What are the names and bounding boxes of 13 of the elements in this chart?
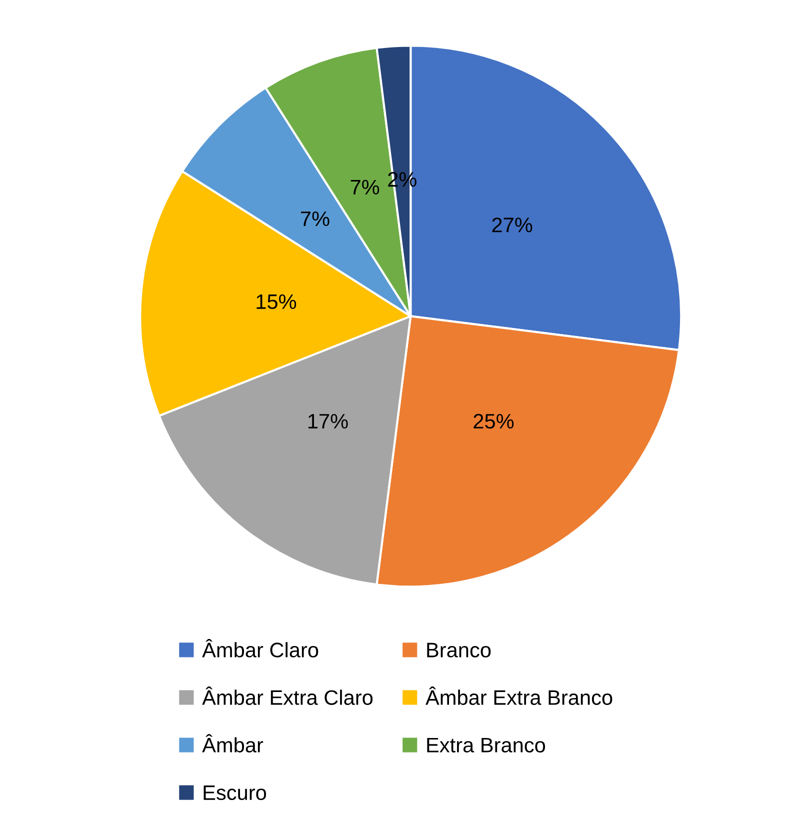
legend-label: Âmbar Extra Claro — [202, 686, 373, 705]
legend-label: Âmbar — [202, 734, 264, 753]
legend-label: Âmbar Extra Branco — [426, 686, 612, 705]
legend-label: Escuro — [204, 786, 266, 800]
data-label: 17% — [308, 414, 348, 429]
legend-label: Extra Branco — [427, 738, 546, 753]
legend-label: Âmbar Claro — [202, 639, 318, 658]
data-label: 27% — [492, 218, 532, 232]
data-label: 7% — [301, 211, 330, 226]
data-label: 25% — [474, 414, 514, 429]
data-label: 7% — [350, 180, 380, 194]
legend-label: Branco — [427, 642, 491, 658]
data-label: 15% — [256, 294, 296, 310]
